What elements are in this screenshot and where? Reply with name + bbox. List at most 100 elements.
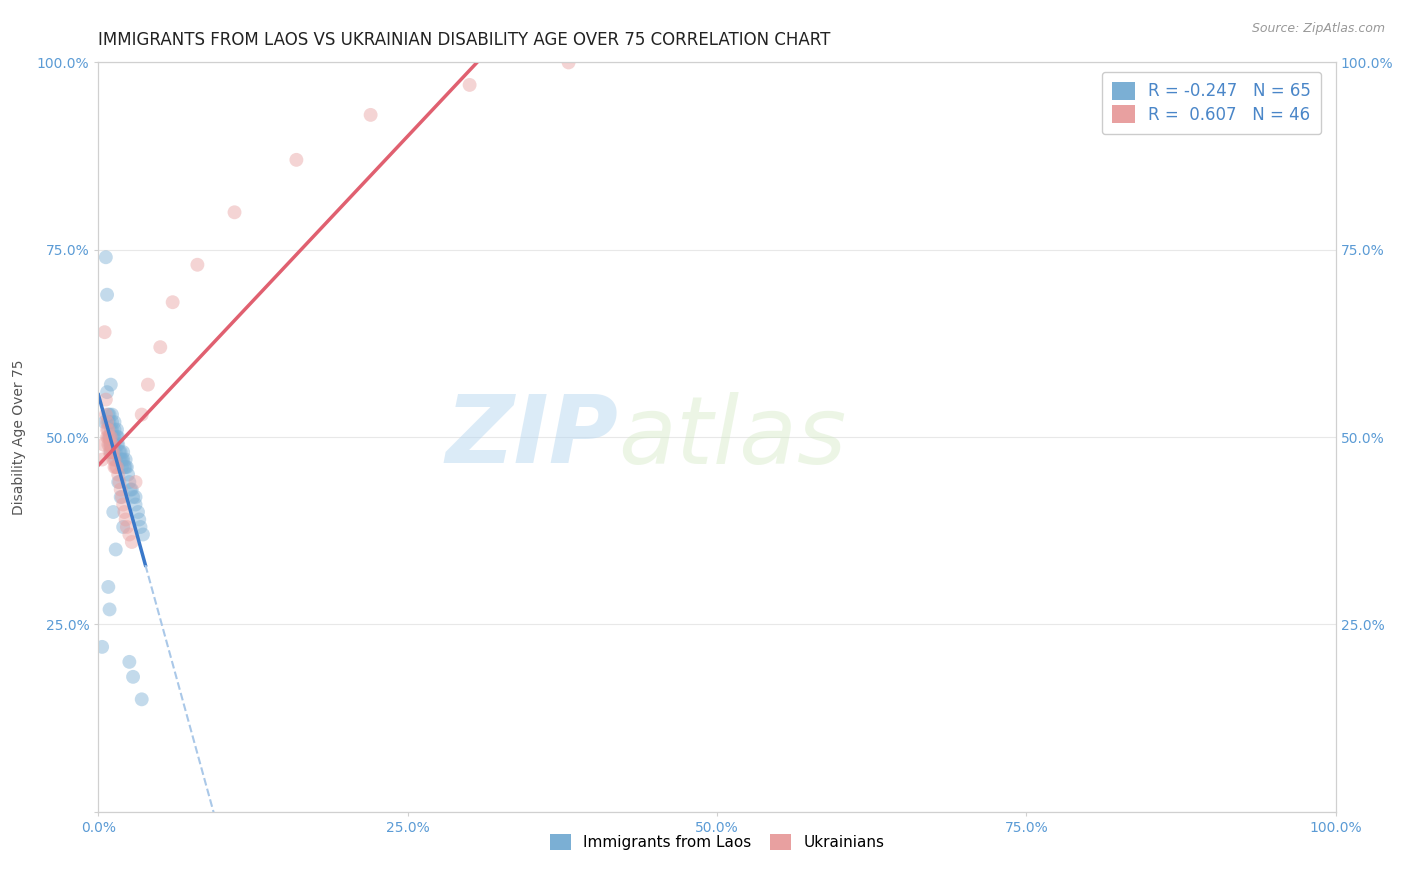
Point (101, 408, 124, 422)
Point (107, 430, 129, 444)
Point (98, 445, 121, 459)
Point (162, 295, 184, 310)
Point (122, 670, 145, 684)
Point (132, 527, 155, 541)
Point (104, 542, 127, 557)
Point (100, 423, 122, 437)
Point (96, 423, 118, 437)
Point (104, 452, 127, 467)
Point (103, 452, 125, 467)
Point (96, 430, 118, 444)
Point (112, 460, 135, 475)
Point (91, 640, 114, 654)
Point (96, 415, 118, 429)
Text: Source: ZipAtlas.com: Source: ZipAtlas.com (1251, 22, 1385, 36)
Point (103, 423, 125, 437)
Point (118, 527, 141, 541)
Point (100, 437, 122, 451)
Point (96, 385, 118, 400)
Point (100, 430, 122, 444)
Point (107, 437, 129, 451)
Point (110, 490, 132, 504)
Point (98, 430, 121, 444)
Point (100, 445, 122, 459)
Point (128, 512, 150, 526)
Legend: Immigrants from Laos, Ukrainians: Immigrants from Laos, Ukrainians (544, 829, 890, 856)
Point (127, 505, 149, 519)
Point (105, 430, 128, 444)
Point (129, 520, 152, 534)
Point (105, 423, 128, 437)
Point (111, 490, 134, 504)
Point (100, 377, 122, 392)
Point (103, 445, 125, 459)
Point (108, 475, 131, 489)
Point (96, 287, 118, 301)
Text: IMMIGRANTS FROM LAOS VS UKRAINIAN DISABILITY AGE OVER 75 CORRELATION CHART: IMMIGRANTS FROM LAOS VS UKRAINIAN DISABI… (98, 31, 831, 49)
Point (93, 325, 115, 339)
Point (98, 430, 121, 444)
Point (103, 505, 125, 519)
Point (103, 415, 125, 429)
Point (100, 437, 122, 451)
Point (131, 408, 153, 422)
Point (112, 452, 135, 467)
Point (186, 258, 208, 272)
Point (98, 602, 121, 616)
Point (557, 55, 579, 70)
Point (108, 452, 131, 467)
Point (98, 415, 121, 429)
Point (117, 467, 139, 482)
Point (114, 512, 136, 526)
Point (112, 445, 135, 459)
Point (285, 153, 308, 167)
Point (224, 205, 246, 219)
Point (112, 520, 135, 534)
Text: atlas: atlas (619, 392, 846, 483)
Point (98, 437, 121, 451)
Point (100, 430, 122, 444)
Point (107, 475, 129, 489)
Point (100, 445, 122, 459)
Point (103, 430, 125, 444)
Point (93, 437, 115, 451)
Point (118, 475, 141, 489)
Text: ZIP: ZIP (446, 391, 619, 483)
Point (110, 452, 132, 467)
Point (110, 445, 132, 459)
Point (108, 445, 131, 459)
Point (121, 535, 143, 549)
Point (111, 460, 134, 475)
Point (97, 430, 120, 444)
Point (121, 483, 143, 497)
Point (97, 580, 120, 594)
Point (131, 692, 153, 706)
Point (93, 415, 115, 429)
Point (94, 250, 117, 264)
Point (107, 467, 129, 482)
Point (112, 498, 135, 512)
Point (103, 445, 125, 459)
Point (104, 445, 127, 459)
Point (122, 490, 145, 504)
Point (115, 520, 138, 534)
Point (149, 340, 172, 354)
Point (124, 498, 146, 512)
Point (120, 483, 142, 497)
Point (124, 475, 146, 489)
Point (97, 437, 120, 451)
Point (94, 408, 117, 422)
Point (115, 460, 138, 475)
Point (103, 437, 125, 451)
Point (97, 415, 120, 429)
Point (112, 505, 135, 519)
Point (114, 452, 136, 467)
Point (118, 655, 141, 669)
Point (101, 423, 124, 437)
Point (103, 460, 125, 475)
Point (136, 377, 159, 392)
Point (104, 460, 127, 475)
Point (101, 445, 124, 459)
Point (360, 108, 382, 122)
Point (114, 460, 136, 475)
